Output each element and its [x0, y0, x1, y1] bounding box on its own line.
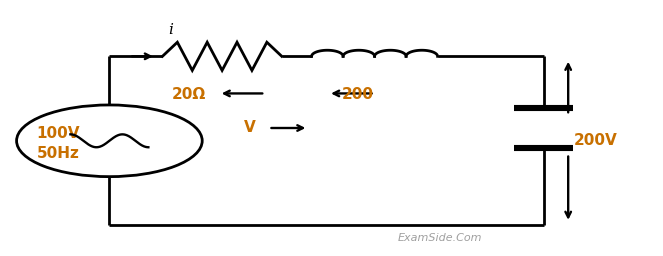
Text: i: i — [168, 23, 174, 37]
Text: 200V: 200V — [573, 133, 617, 148]
Text: 100V
50Hz: 100V 50Hz — [36, 126, 80, 161]
Text: ExamSide.Com: ExamSide.Com — [398, 233, 482, 243]
Text: V: V — [243, 121, 255, 135]
Text: 20Ω: 20Ω — [171, 87, 206, 102]
Text: 200: 200 — [341, 87, 373, 102]
